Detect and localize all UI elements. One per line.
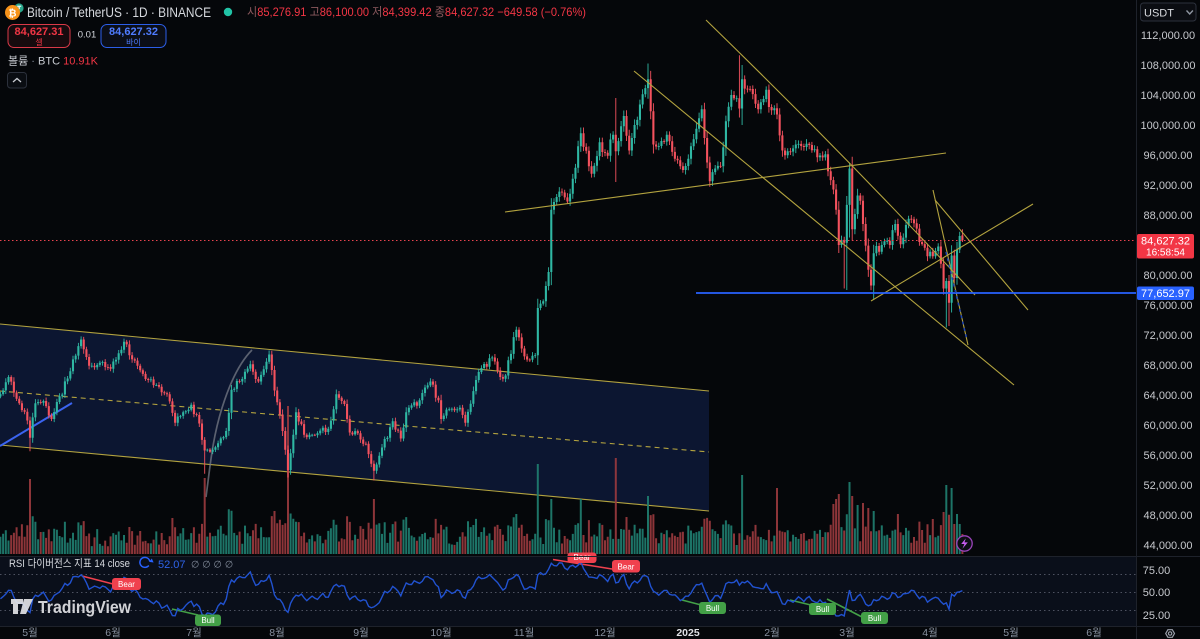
svg-text:3월: 3월: [839, 627, 855, 639]
svg-text:Bull: Bull: [201, 616, 215, 625]
svg-text:77,652.97: 77,652.97: [1141, 288, 1190, 300]
svg-text:USDT: USDT: [1144, 8, 1174, 20]
svg-text:바이: 바이: [126, 37, 141, 47]
svg-text:₿: ₿: [8, 8, 16, 20]
svg-text:48,000.00: 48,000.00: [1144, 510, 1193, 522]
svg-text:56,000.00: 56,000.00: [1144, 450, 1193, 462]
svg-text:5월: 5월: [22, 627, 38, 639]
svg-text:50.00: 50.00: [1143, 587, 1171, 599]
svg-text:6월: 6월: [105, 627, 121, 639]
svg-text:52.07: 52.07: [158, 559, 186, 571]
svg-text:75.00: 75.00: [1143, 565, 1171, 577]
svg-text:64,000.00: 64,000.00: [1144, 390, 1193, 402]
svg-text:100,000.00: 100,000.00: [1140, 120, 1195, 132]
svg-text:볼륨 · BTC 10.91K: 볼륨 · BTC 10.91K: [8, 55, 99, 68]
svg-text:12월: 12월: [594, 627, 615, 639]
svg-text:92,000.00: 92,000.00: [1144, 180, 1193, 192]
svg-text:∅∅∅∅: ∅∅∅∅: [191, 560, 236, 571]
svg-text:68,000.00: 68,000.00: [1144, 360, 1193, 372]
svg-text:5월: 5월: [1003, 627, 1019, 639]
svg-text:Bear: Bear: [574, 553, 591, 562]
svg-text:60,000.00: 60,000.00: [1144, 420, 1193, 432]
svg-text:2월: 2월: [764, 627, 780, 639]
svg-text:4월: 4월: [922, 627, 938, 639]
svg-text:6월: 6월: [1086, 627, 1102, 639]
svg-text:44,000.00: 44,000.00: [1144, 540, 1193, 552]
svg-text:96,000.00: 96,000.00: [1144, 150, 1193, 162]
svg-text:8월: 8월: [269, 627, 285, 639]
svg-text:84,627.31: 84,627.31: [15, 26, 64, 38]
svg-text:0.01: 0.01: [78, 30, 97, 41]
svg-text:2025: 2025: [676, 627, 700, 639]
svg-text:11월: 11월: [514, 627, 535, 639]
svg-text:104,000.00: 104,000.00: [1140, 90, 1195, 102]
svg-text:25.00: 25.00: [1143, 610, 1171, 622]
svg-text:Bear: Bear: [618, 563, 635, 572]
svg-text:TradingView: TradingView: [38, 597, 131, 617]
svg-text:Bear: Bear: [118, 580, 135, 589]
svg-text:Bull: Bull: [816, 605, 830, 614]
svg-text:Bitcoin / TetherUS · 1D · BINA: Bitcoin / TetherUS · 1D · BINANCE: [27, 5, 211, 20]
svg-text:52,000.00: 52,000.00: [1144, 480, 1193, 492]
svg-text:72,000.00: 72,000.00: [1144, 330, 1193, 342]
svg-text:84,627.32: 84,627.32: [1141, 236, 1190, 248]
svg-text:80,000.00: 80,000.00: [1144, 270, 1193, 282]
svg-text:16:58:54: 16:58:54: [1146, 248, 1185, 259]
svg-text:108,000.00: 108,000.00: [1140, 60, 1195, 72]
svg-text:RSI 다이버전스 지표 14 close: RSI 다이버전스 지표 14 close: [9, 557, 130, 570]
svg-text:88,000.00: 88,000.00: [1144, 210, 1193, 222]
svg-text:Bull: Bull: [706, 604, 720, 613]
svg-text:시85,276.91 고86,100.00 저84,399.: 시85,276.91 고86,100.00 저84,399.42 종84,627…: [247, 5, 586, 19]
svg-text:76,000.00: 76,000.00: [1144, 300, 1193, 312]
svg-text:셀: 셀: [35, 37, 42, 47]
svg-text:84,627.32: 84,627.32: [109, 26, 158, 38]
svg-text:Bull: Bull: [868, 614, 882, 623]
svg-text:7월: 7월: [186, 627, 202, 639]
svg-text:112,000.00: 112,000.00: [1141, 30, 1195, 42]
svg-text:10월: 10월: [430, 627, 451, 639]
svg-text:9월: 9월: [353, 627, 369, 639]
